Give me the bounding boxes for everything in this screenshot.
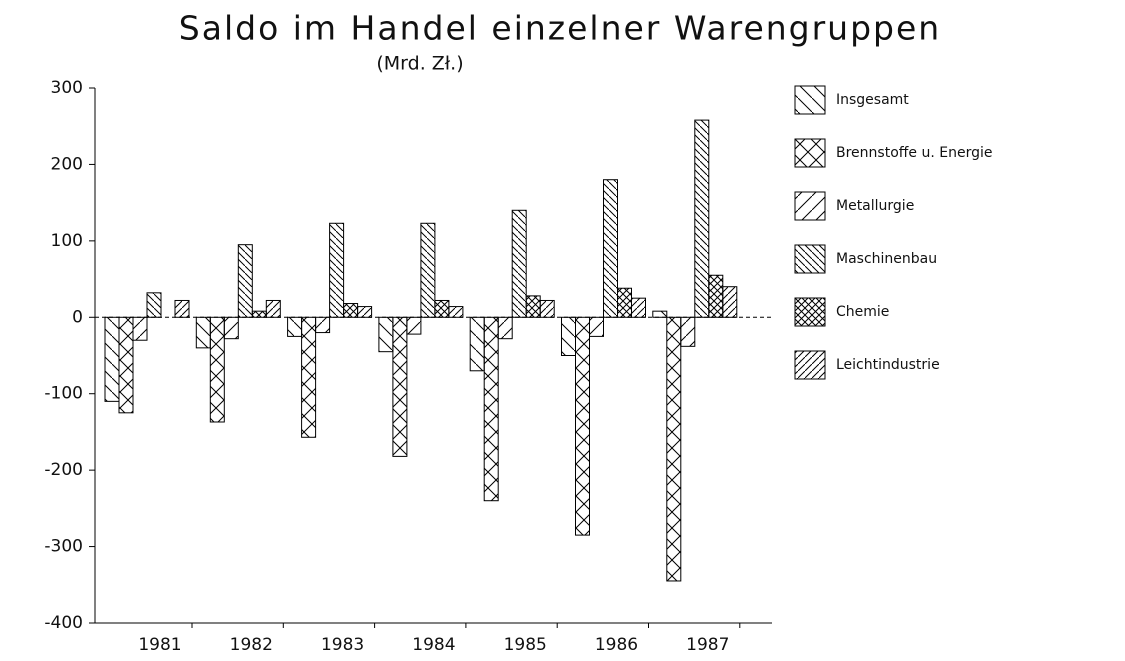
bar: [722, 286, 738, 318]
bar: [329, 222, 345, 318]
legend-swatch: [794, 350, 826, 380]
bar: [251, 310, 267, 318]
legend-swatch: [794, 85, 826, 115]
bar: [617, 287, 632, 318]
bar: [378, 316, 394, 353]
bar: [195, 316, 211, 349]
chart-title: Saldo im Handel einzelner Warengruppen: [179, 9, 941, 48]
bar: [315, 316, 331, 334]
bar: [174, 299, 190, 318]
y-tick-label: -100: [44, 384, 83, 404]
bar: [603, 179, 618, 318]
y-tick-label: 0: [72, 307, 83, 327]
bar: [265, 299, 281, 318]
bar: [589, 316, 604, 337]
bar: [392, 316, 408, 457]
legend-label: Insgesamt: [836, 92, 909, 108]
bar: [448, 306, 464, 318]
bar: [483, 316, 499, 502]
y-tick-label: -400: [44, 613, 83, 633]
bar: [420, 222, 436, 318]
bar: [469, 316, 485, 372]
bar: [525, 295, 541, 318]
y-tick-label: -200: [44, 460, 83, 480]
bar: [357, 306, 373, 318]
legend-label: Maschinenbau: [836, 251, 937, 267]
bar: [118, 316, 134, 414]
bar: [561, 316, 576, 356]
y-tick-label: 200: [51, 154, 83, 174]
x-tick-label: 1982: [230, 635, 273, 655]
bar: [146, 292, 162, 318]
bar: [666, 316, 682, 582]
bar: [287, 316, 303, 337]
bar: [301, 316, 317, 438]
bar: [434, 299, 450, 318]
x-tick-label: 1985: [504, 635, 547, 655]
bar: [497, 316, 513, 340]
y-tick-label: 100: [51, 231, 83, 251]
legend-label: Brennstoffe u. Energie: [836, 145, 992, 161]
bar: [575, 316, 590, 536]
bar: [708, 274, 724, 318]
x-tick-label: 1986: [595, 635, 638, 655]
legend-swatch: [794, 244, 826, 274]
x-tick-label: 1981: [138, 635, 181, 655]
legend-swatch: [794, 138, 826, 168]
chart-subtitle: (Mrd. Zł.): [376, 53, 463, 75]
bar: [209, 316, 225, 423]
bar: [406, 316, 422, 335]
x-tick-label: 1987: [686, 635, 729, 655]
x-tick-label: 1983: [321, 635, 364, 655]
x-tick-label: 1984: [412, 635, 455, 655]
y-tick-label: 300: [51, 78, 83, 98]
bar: [511, 209, 527, 318]
bar: [104, 316, 120, 402]
legend-label: Chemie: [836, 304, 889, 320]
bar: [237, 244, 253, 318]
legend-label: Leichtindustrie: [836, 357, 940, 373]
legend-swatch: [794, 191, 826, 221]
bar: [694, 119, 710, 318]
bar: [132, 316, 148, 341]
bar: [539, 299, 555, 318]
legend-swatch: [794, 297, 826, 327]
y-tick-label: -300: [44, 537, 83, 557]
bar: [631, 297, 646, 318]
bar: [343, 303, 359, 318]
bar: [223, 316, 239, 340]
bar: [680, 316, 696, 347]
bar: [652, 310, 668, 318]
legend-label: Metallurgie: [836, 198, 914, 214]
